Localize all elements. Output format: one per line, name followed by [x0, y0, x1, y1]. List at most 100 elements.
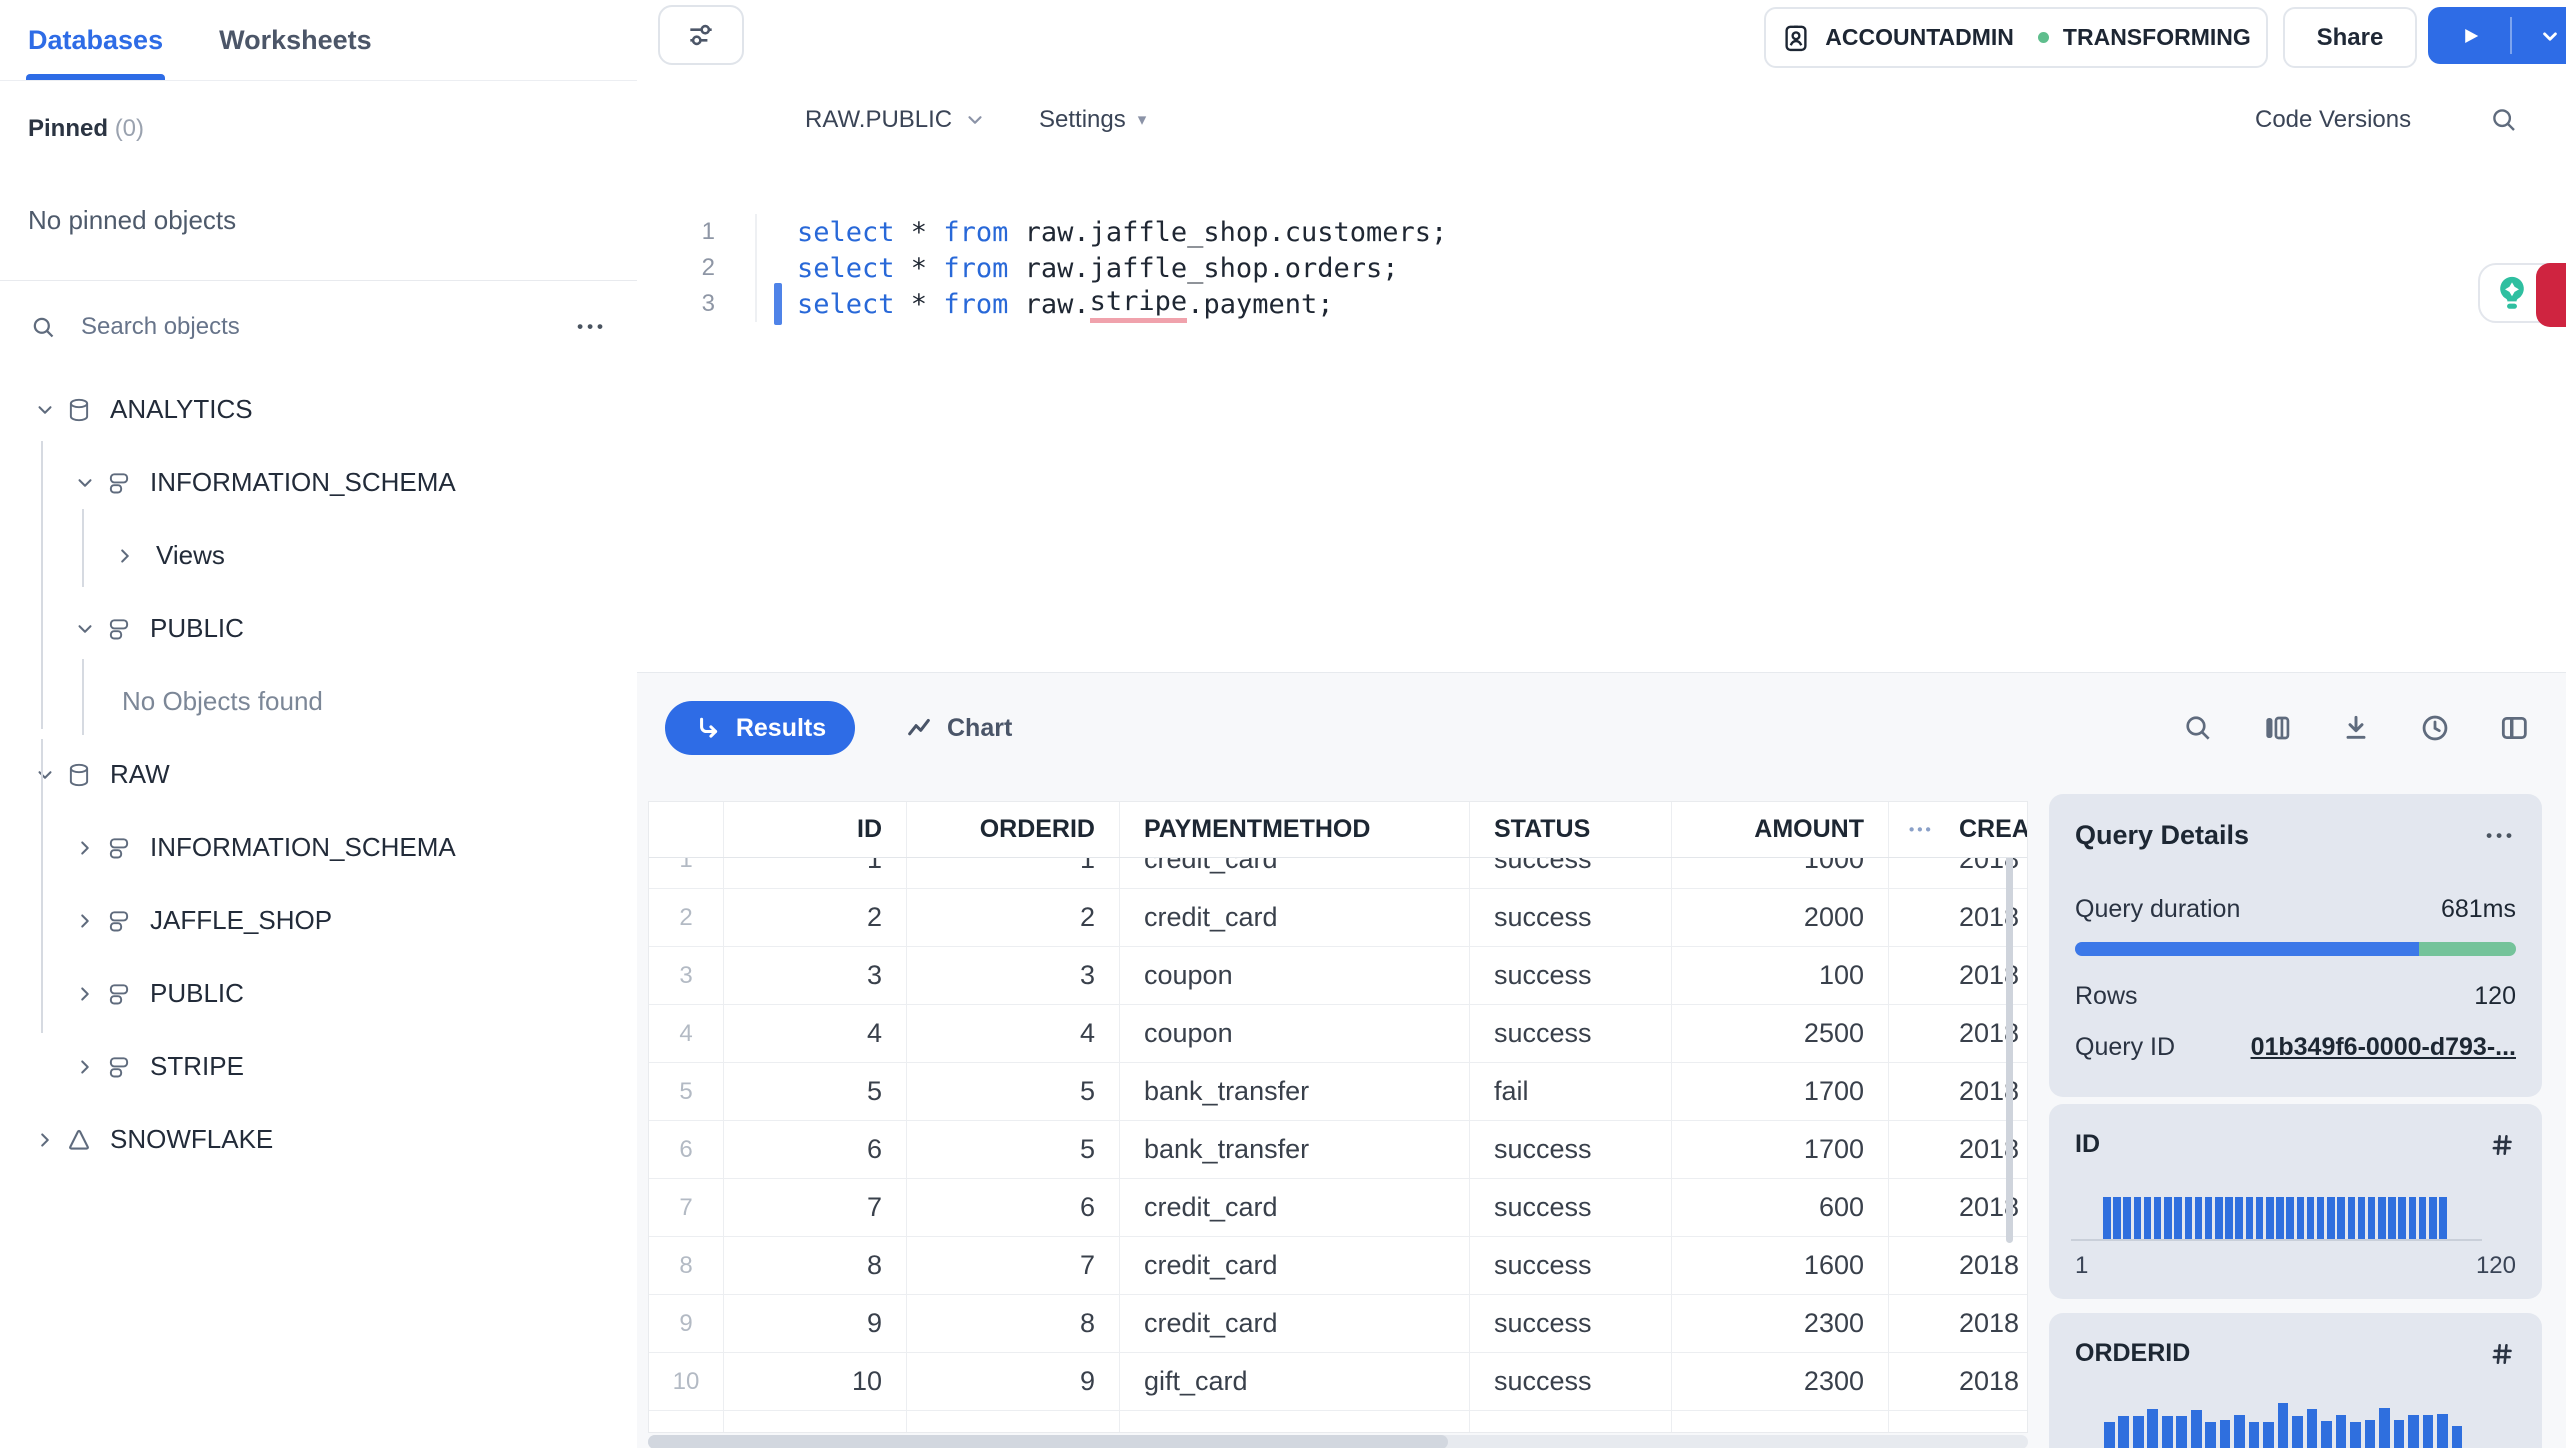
sql-editor[interactable]: 1 select * from raw.jaffle_shop.customers… [637, 214, 2566, 325]
cell-created[interactable]: 2018 [1959, 1250, 2020, 1280]
chevron-right-icon[interactable] [68, 837, 102, 859]
code-text[interactable]: select * from raw. stripe .payment; [755, 283, 1334, 325]
chevron-right-icon[interactable] [68, 910, 102, 932]
tree-item-information_schema[interactable]: INFORMATION_SCHEMA [0, 811, 637, 884]
cell-status[interactable]: fail [1470, 1063, 1672, 1120]
chevron-down-icon[interactable] [28, 764, 62, 786]
column-header-status[interactable]: STATUS [1470, 802, 1672, 857]
cell-orderid[interactable]: 8 [907, 1295, 1120, 1352]
cell-status[interactable]: success [1470, 858, 1672, 888]
hash-icon[interactable] [2488, 1131, 2516, 1159]
tree-item-stripe[interactable]: STRIPE [0, 1030, 637, 1103]
cell-amount[interactable]: 2500 [1672, 1005, 1889, 1062]
column-header-amount[interactable]: AMOUNT [1672, 802, 1889, 857]
cell-paymentmethod[interactable]: credit_card [1120, 858, 1470, 888]
tab-results[interactable]: Results [665, 701, 855, 755]
table-row[interactable]: 5 5 5 bank_transfer fail 1700 2018 [649, 1063, 2027, 1121]
download-icon[interactable] [2339, 711, 2373, 745]
cell-id[interactable]: 5 [724, 1063, 907, 1120]
cell-paymentmethod[interactable]: bank_transfer [1120, 1121, 1470, 1178]
tree-item-raw[interactable]: RAW [0, 738, 637, 811]
sidebar-more-icon[interactable]: ••• [577, 317, 607, 336]
cell-amount[interactable]: 600 [1672, 1179, 1889, 1236]
cell-orderid[interactable]: 7 [907, 1237, 1120, 1294]
cell-orderid[interactable]: 6 [907, 1179, 1120, 1236]
vertical-scrollbar[interactable] [2006, 813, 2013, 1243]
database-context-dropdown[interactable]: RAW.PUBLIC [805, 72, 986, 168]
chevron-down-icon[interactable] [68, 618, 102, 640]
copilot-suggestion-pill[interactable]: 1 [2478, 263, 2566, 327]
tree-item-information_schema[interactable]: INFORMATION_SCHEMA [0, 446, 637, 519]
tab-databases[interactable]: Databases [25, 0, 166, 80]
worksheet-config-button[interactable] [658, 5, 744, 65]
search-objects-input[interactable] [79, 312, 556, 342]
horizontal-scrollbar[interactable] [648, 1435, 2028, 1448]
cell-status[interactable]: success [1470, 1353, 1672, 1410]
cell-orderid[interactable]: 3 [907, 947, 1120, 1004]
cell-amount[interactable]: 100 [1672, 947, 1889, 1004]
tree-item-public[interactable]: PUBLIC [0, 592, 637, 665]
cell-status[interactable]: success [1470, 1237, 1672, 1294]
table-row[interactable]: 6 6 5 bank_transfer success 1700 2018 [649, 1121, 2027, 1179]
cell-orderid[interactable]: 5 [907, 1063, 1120, 1120]
cell-orderid[interactable]: 1 [907, 858, 1120, 888]
table-row[interactable]: 2 2 2 credit_card success 2000 2018 [649, 889, 2027, 947]
session-context-button[interactable]: ACCOUNTADMIN TRANSFORMING [1764, 7, 2268, 68]
code-text[interactable]: select * from raw.jaffle_shop.orders; [755, 250, 1399, 286]
chevron-down-icon[interactable] [28, 399, 62, 421]
cell-created[interactable]: 2018 [1959, 1308, 2020, 1338]
cell-id[interactable]: 10 [724, 1353, 907, 1410]
table-row[interactable]: 4 4 4 coupon success 2500 2018 [649, 1005, 2027, 1063]
cell-amount[interactable]: 1700 [1672, 1121, 1889, 1178]
table-row[interactable]: 10 10 9 gift_card success 2300 2018 [649, 1353, 2027, 1411]
split-panel-icon[interactable] [2497, 711, 2531, 745]
cell-amount[interactable]: 2300 [1672, 1353, 1889, 1410]
cell-amount[interactable]: 1000 [1672, 858, 1889, 888]
cell-id[interactable]: 8 [724, 1237, 907, 1294]
cell-id[interactable]: 6 [724, 1121, 907, 1178]
cell-created[interactable]: 2018 [1959, 1366, 2020, 1396]
tree-item-views[interactable]: Views [0, 519, 637, 592]
cell-status[interactable]: success [1470, 947, 1672, 1004]
tree-item-snowflake[interactable]: SNOWFLAKE [0, 1103, 637, 1176]
cell-amount[interactable]: 2300 [1672, 1295, 1889, 1352]
run-button[interactable] [2428, 7, 2510, 64]
cell-amount[interactable]: 2000 [1672, 889, 1889, 946]
code-versions-button[interactable]: Code Versions [2255, 106, 2412, 133]
cell-id[interactable]: 2 [724, 889, 907, 946]
cell-status[interactable]: success [1470, 889, 1672, 946]
query-id-link[interactable]: 01b349f6-0000-d793-... [2250, 1033, 2516, 1061]
cell-paymentmethod[interactable]: credit_card [1120, 1179, 1470, 1236]
cell-amount[interactable]: 1700 [1672, 1063, 1889, 1120]
tab-worksheets[interactable]: Worksheets [219, 24, 372, 55]
table-row[interactable]: 8 8 7 credit_card success 1600 2018 [649, 1237, 2027, 1295]
cell-paymentmethod[interactable]: coupon [1120, 1005, 1470, 1062]
settings-dropdown[interactable]: Settings ▾ [1039, 106, 1147, 133]
cell-id[interactable]: 1 [724, 858, 907, 888]
cell-status[interactable]: success [1470, 1121, 1672, 1178]
code-line-1[interactable]: 1 select * from raw.jaffle_shop.customers… [637, 214, 2566, 250]
table-row[interactable]: 9 9 8 credit_card success 2300 2018 [649, 1295, 2027, 1353]
code-line-2[interactable]: 2 select * from raw.jaffle_shop.orders; [637, 250, 2566, 286]
cell-status[interactable]: success [1470, 1005, 1672, 1062]
hash-icon[interactable] [2488, 1340, 2516, 1368]
chevron-right-icon[interactable] [68, 1056, 102, 1078]
query-details-more-icon[interactable]: ••• [2486, 825, 2516, 845]
cell-id[interactable]: 7 [724, 1179, 907, 1236]
run-options-button[interactable] [2512, 7, 2566, 64]
tab-chart[interactable]: Chart [889, 701, 1028, 755]
tree-item-public[interactable]: PUBLIC [0, 957, 637, 1030]
chevron-right-icon[interactable] [108, 545, 142, 567]
history-clock-icon[interactable] [2418, 711, 2452, 745]
columns-icon[interactable] [2260, 711, 2294, 745]
column-header-id[interactable]: ID [724, 802, 907, 857]
cell-orderid[interactable]: 9 [907, 1353, 1120, 1410]
column-options-icon[interactable]: ••• [1909, 821, 1934, 838]
table-row[interactable]: 3 3 3 coupon success 100 2018 [649, 947, 2027, 1005]
code-text[interactable]: select * from raw.jaffle_shop.customers; [755, 214, 1447, 250]
chevron-down-icon[interactable] [68, 472, 102, 494]
cell-id[interactable]: 9 [724, 1295, 907, 1352]
cell-amount[interactable]: 1600 [1672, 1237, 1889, 1294]
column-header-orderid[interactable]: ORDERID [907, 802, 1120, 857]
cell-created[interactable]: 2018 [1959, 858, 2020, 874]
